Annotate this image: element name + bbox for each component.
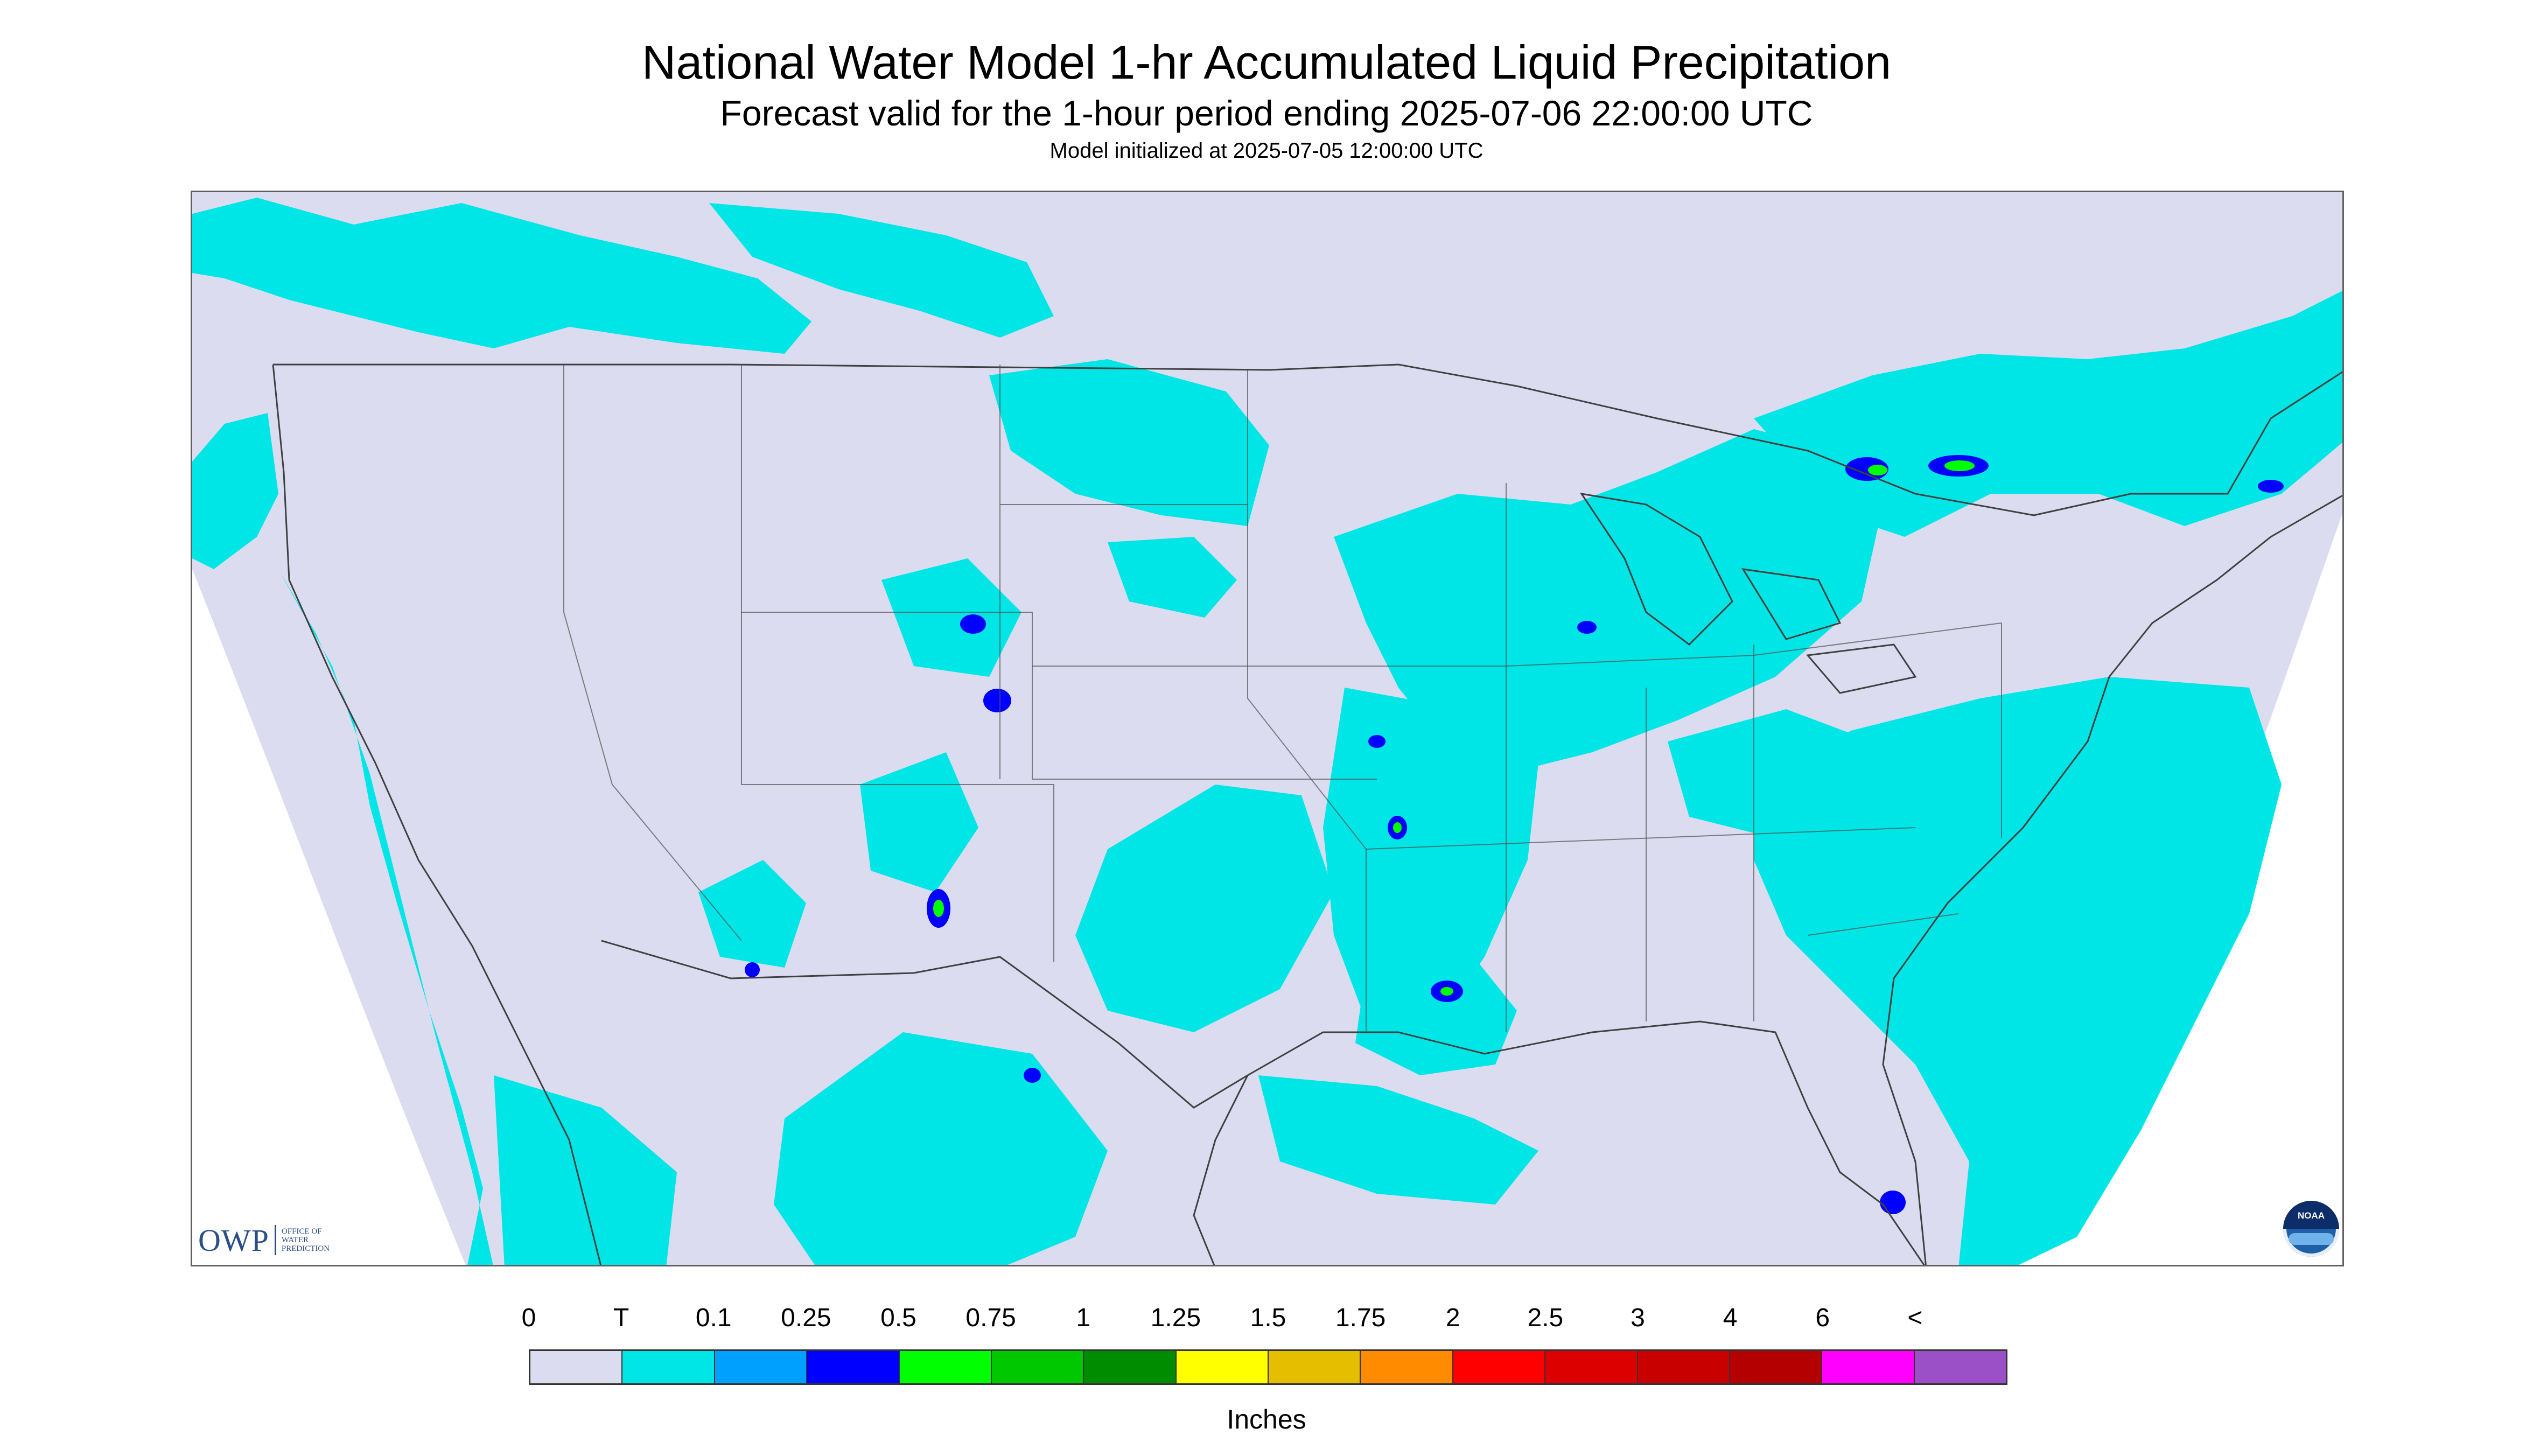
legend-label-9: 1.75 — [1335, 1304, 1386, 1332]
owp-logo-subtext: OFFICE OF WATER PREDICTION — [281, 1227, 330, 1253]
precip-area-pacific-nw — [192, 413, 278, 569]
legend-swatch-13 — [1730, 1351, 1823, 1383]
legend-swatch-12 — [1638, 1351, 1730, 1383]
legend-swatch-14 — [1822, 1351, 1915, 1383]
state-lines — [563, 365, 2002, 1032]
owp-logo-divider — [274, 1225, 276, 1255]
color-legend — [529, 1349, 2007, 1385]
legend-swatch-15 — [1914, 1351, 2006, 1383]
precip-area-colorado — [881, 558, 1021, 677]
precip-area-texas — [1075, 785, 1334, 1032]
legend-label-1: T — [613, 1304, 629, 1332]
precip-area-ontario — [1754, 291, 2342, 537]
legend-label-4: 0.5 — [880, 1304, 916, 1332]
precip-area-eastern-us — [1668, 709, 1872, 838]
map-canvas — [192, 192, 2342, 1265]
precip-area-alberta — [709, 203, 1054, 338]
legend-units: Inches — [1227, 1404, 1306, 1434]
precip-area-mexico — [774, 1032, 1108, 1265]
precip-area-new-england — [2228, 327, 2342, 461]
boundaries — [272, 363, 2342, 1265]
precip-area-nebraska — [1108, 537, 1237, 618]
legend-swatch-6 — [1084, 1351, 1177, 1383]
noaa-logo: NOAA — [2283, 1201, 2339, 1257]
atlantic-coast — [1882, 494, 2342, 1265]
legend-swatch-3 — [807, 1351, 900, 1383]
legend-label-7: 1.25 — [1150, 1304, 1201, 1332]
legend-swatch-8 — [1269, 1351, 1361, 1383]
legend-label-14: 6 — [1815, 1304, 1830, 1332]
legend-swatch-5 — [991, 1351, 1084, 1383]
legend-swatch-0 — [530, 1351, 623, 1383]
legend-swatch-2 — [715, 1351, 808, 1383]
gulf-coast — [1247, 1020, 1925, 1265]
precipitation-areas — [192, 198, 2342, 1265]
mexico-gulf-coast — [1193, 1075, 1249, 1265]
legend-label-15: < — [1907, 1304, 1923, 1332]
precip-area-canada-west — [192, 198, 811, 354]
precip-area-mid-south — [1323, 688, 1538, 1032]
precip-area-louisiana — [1355, 957, 1517, 1075]
owp-logo: OWP OFFICE OF WATER PREDICTION — [198, 1221, 330, 1259]
legend-swatch-11 — [1545, 1351, 1638, 1383]
legend-swatch-4 — [899, 1351, 992, 1383]
legend-label-2: 0.1 — [695, 1304, 732, 1332]
legend-swatch-1 — [622, 1351, 715, 1383]
legend-label-8: 1.5 — [1250, 1304, 1286, 1332]
legend-label-13: 4 — [1723, 1304, 1738, 1332]
legend-swatch-7 — [1176, 1351, 1269, 1383]
precip-area-midwest — [1334, 429, 1883, 774]
legend-swatch-10 — [1453, 1351, 1546, 1383]
noaa-logo-wave-icon — [2289, 1233, 2334, 1245]
precip-area-arizona — [698, 860, 806, 968]
precip-area-northern-plains — [989, 359, 1269, 526]
noaa-logo-gull-icon — [2283, 1201, 2339, 1229]
precip-area-southeast-atlantic — [1754, 677, 2282, 1265]
heavy-precip-cores — [745, 455, 2284, 1214]
precip-area-gulf — [1258, 1075, 1538, 1205]
precip-area-sierra-madre — [494, 1075, 677, 1265]
model-init-time: Model initialized at 2025-07-05 12:00:00… — [1049, 139, 1484, 163]
pacific-coast — [272, 364, 602, 1265]
legend-label-6: 1 — [1076, 1304, 1091, 1332]
legend-label-3: 0.25 — [781, 1304, 831, 1332]
great-lakes — [1579, 492, 1917, 694]
us-mexico-border — [601, 940, 1248, 1109]
legend-label-11: 2.5 — [1527, 1304, 1564, 1332]
precipitation-map — [191, 191, 2344, 1266]
map-subtitle: Forecast valid for the 1-hour period end… — [720, 93, 1813, 133]
precip-area-new-mexico — [860, 752, 978, 892]
legend-label-0: 0 — [521, 1304, 536, 1332]
us-canada-border — [273, 363, 2342, 516]
owp-logo-text: OWP — [198, 1222, 269, 1258]
map-title: National Water Model 1-hr Accumulated Li… — [641, 36, 1892, 89]
noaa-logo-text: NOAA — [2297, 1210, 2325, 1221]
legend-label-10: 2 — [1445, 1304, 1460, 1332]
legend-swatch-9 — [1361, 1351, 1453, 1383]
legend-label-12: 3 — [1631, 1304, 1645, 1332]
legend-label-5: 0.75 — [965, 1304, 1016, 1332]
